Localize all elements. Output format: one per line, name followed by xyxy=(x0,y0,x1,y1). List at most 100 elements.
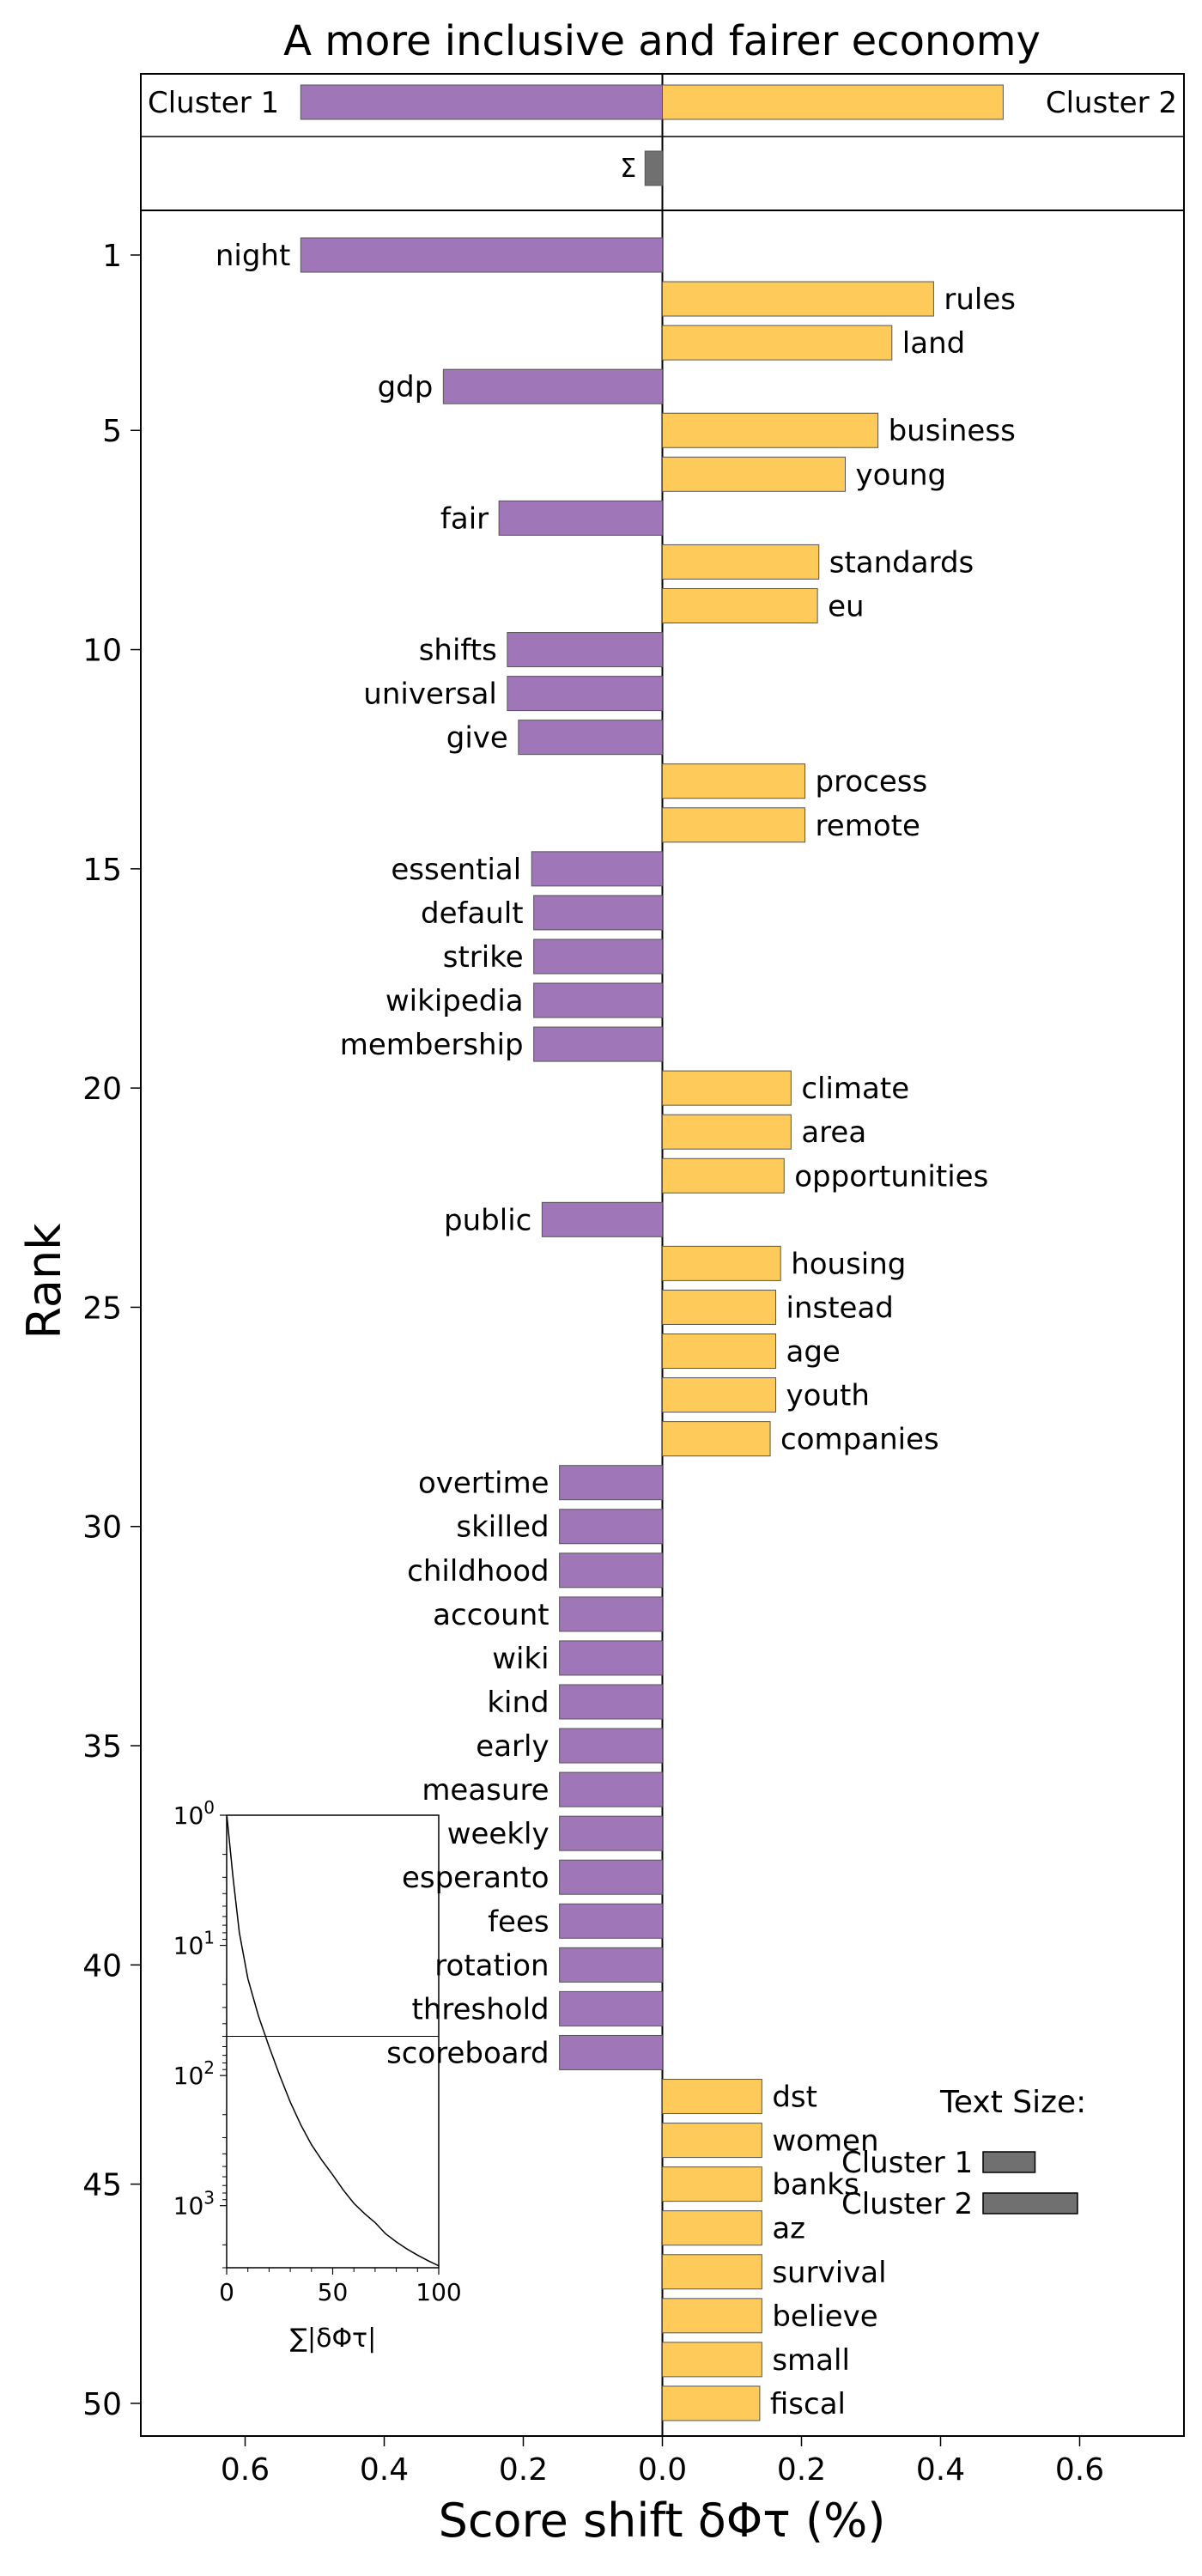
word-bar xyxy=(662,1377,777,1413)
top-panel: Cluster 1 Cluster 2 Σ xyxy=(140,73,1185,211)
word-label: account xyxy=(433,1598,549,1632)
word-label: universal xyxy=(363,677,497,712)
word-label: rules xyxy=(944,283,1016,317)
inset-y-tick-base: 10 xyxy=(173,1801,204,1830)
word-label: instead xyxy=(786,1291,894,1325)
word-label: wikipedia xyxy=(385,984,524,1018)
sum-label: Σ xyxy=(620,154,636,184)
cluster2-total-bar xyxy=(662,84,1004,120)
word-label: banks xyxy=(772,2168,859,2202)
word-bar xyxy=(662,2210,762,2246)
legend-title: Text Size: xyxy=(939,2085,1086,2120)
word-bar xyxy=(662,763,806,799)
word-label: age xyxy=(786,1335,841,1370)
word-label: esperanto xyxy=(402,1861,549,1895)
x-tick-label: 0.2 xyxy=(499,2452,548,2488)
word-label: scoreboard xyxy=(386,2036,549,2070)
word-label: az xyxy=(772,2212,805,2246)
inset-y-tick-exponent: 0 xyxy=(203,1797,215,1818)
word-bar xyxy=(559,1684,663,1720)
main-panel: night rules land gdp business young fair standa… xyxy=(82,210,1185,2488)
word-label: essential xyxy=(391,853,521,887)
word-bar xyxy=(533,982,664,1018)
word-bar xyxy=(559,1859,663,1895)
word-label: wiki xyxy=(492,1642,549,1676)
y-tick-label: 15 xyxy=(82,853,122,888)
word-bar xyxy=(662,544,820,580)
inset-curve xyxy=(226,1814,440,2267)
x-tick-label: 0.0 xyxy=(638,2452,687,2488)
word-bar xyxy=(507,676,663,712)
y-tick-label: 30 xyxy=(82,1510,122,1546)
word-label: women xyxy=(772,2124,878,2159)
word-label: believe xyxy=(772,2300,877,2334)
word-label: overtime xyxy=(418,1467,549,1501)
inset-y-tick-base: 10 xyxy=(173,2062,204,2090)
y-tick-label: 40 xyxy=(82,1948,122,1984)
word-label: youth xyxy=(786,1379,870,1413)
word-bar xyxy=(533,1026,664,1062)
y-tick-label: 20 xyxy=(82,1072,122,1107)
word-bar xyxy=(662,2342,762,2378)
word-label: childhood xyxy=(407,1554,549,1589)
word-label: early xyxy=(476,1729,549,1764)
word-label: membership xyxy=(340,1028,524,1062)
legend-entries: Cluster 1 Cluster 2 xyxy=(841,2146,1078,2221)
y-axis-label: Rank xyxy=(17,1223,71,1340)
word-bar xyxy=(662,1289,777,1325)
word-label: business xyxy=(889,414,1016,448)
word-bar xyxy=(559,1596,663,1632)
word-label: give xyxy=(446,721,508,756)
cluster2-total-label: Cluster 2 xyxy=(1046,86,1177,120)
word-bar xyxy=(662,2079,762,2115)
word-label: remote xyxy=(816,809,920,843)
word-label: shifts xyxy=(419,634,497,668)
word-bar xyxy=(662,325,893,361)
word-bar xyxy=(559,2034,663,2070)
word-bar xyxy=(533,895,664,931)
word-bar xyxy=(531,851,663,887)
legend-entry-swatch xyxy=(982,2151,1036,2173)
word-bar xyxy=(662,587,818,623)
inset-y-tick-exponent: 1 xyxy=(203,1928,215,1948)
y-tick-label: 1 xyxy=(102,239,122,274)
y-tick-label: 35 xyxy=(82,1729,122,1765)
legend-entry-label: Cluster 1 xyxy=(841,2146,973,2180)
word-bar xyxy=(300,237,663,273)
word-label: night xyxy=(216,239,290,273)
inset-x-label: ∑|δΦτ| xyxy=(290,2324,376,2354)
word-bar xyxy=(662,1070,792,1106)
word-bar xyxy=(662,2166,762,2202)
y-tick-label: 50 xyxy=(82,2387,122,2422)
word-label: fair xyxy=(440,501,489,536)
y-tick-label: 25 xyxy=(82,1291,122,1326)
word-bar xyxy=(662,281,934,317)
inset-x-tick-label: 100 xyxy=(416,2278,461,2306)
chart-title: A more inclusive and fairer economy xyxy=(283,17,1041,65)
x-tick-label: 0.2 xyxy=(777,2452,826,2488)
word-bar xyxy=(559,1509,663,1545)
word-label: survival xyxy=(772,2256,886,2290)
word-label: default xyxy=(421,896,524,931)
x-tick-label: 0.4 xyxy=(360,2452,409,2488)
word-bar xyxy=(559,1903,663,1939)
inset-y-tick-label: 103 xyxy=(173,2188,215,2221)
word-bar xyxy=(507,632,663,668)
word-label: small xyxy=(772,2343,850,2378)
word-label: dst xyxy=(772,2081,817,2115)
word-bar xyxy=(662,1245,781,1281)
x-axis-label: Score shift δΦτ (%) xyxy=(439,2494,886,2548)
inset-y-tick-exponent: 3 xyxy=(203,2188,215,2208)
word-bar xyxy=(662,2385,761,2421)
word-label: process xyxy=(816,765,928,799)
word-label: strike xyxy=(443,940,524,975)
inset-y-tick-label: 100 xyxy=(173,1797,215,1830)
word-bar xyxy=(498,500,664,536)
x-ticks: 0.6 0.4 0.2 0.0 0.2 0.4 0.6 xyxy=(221,2436,1104,2488)
sum-bar xyxy=(644,150,663,186)
word-label: measure xyxy=(422,1773,549,1807)
word-label: threshold xyxy=(411,1992,549,2026)
word-bar xyxy=(559,1947,663,1983)
cluster1-total-bar xyxy=(300,84,663,120)
